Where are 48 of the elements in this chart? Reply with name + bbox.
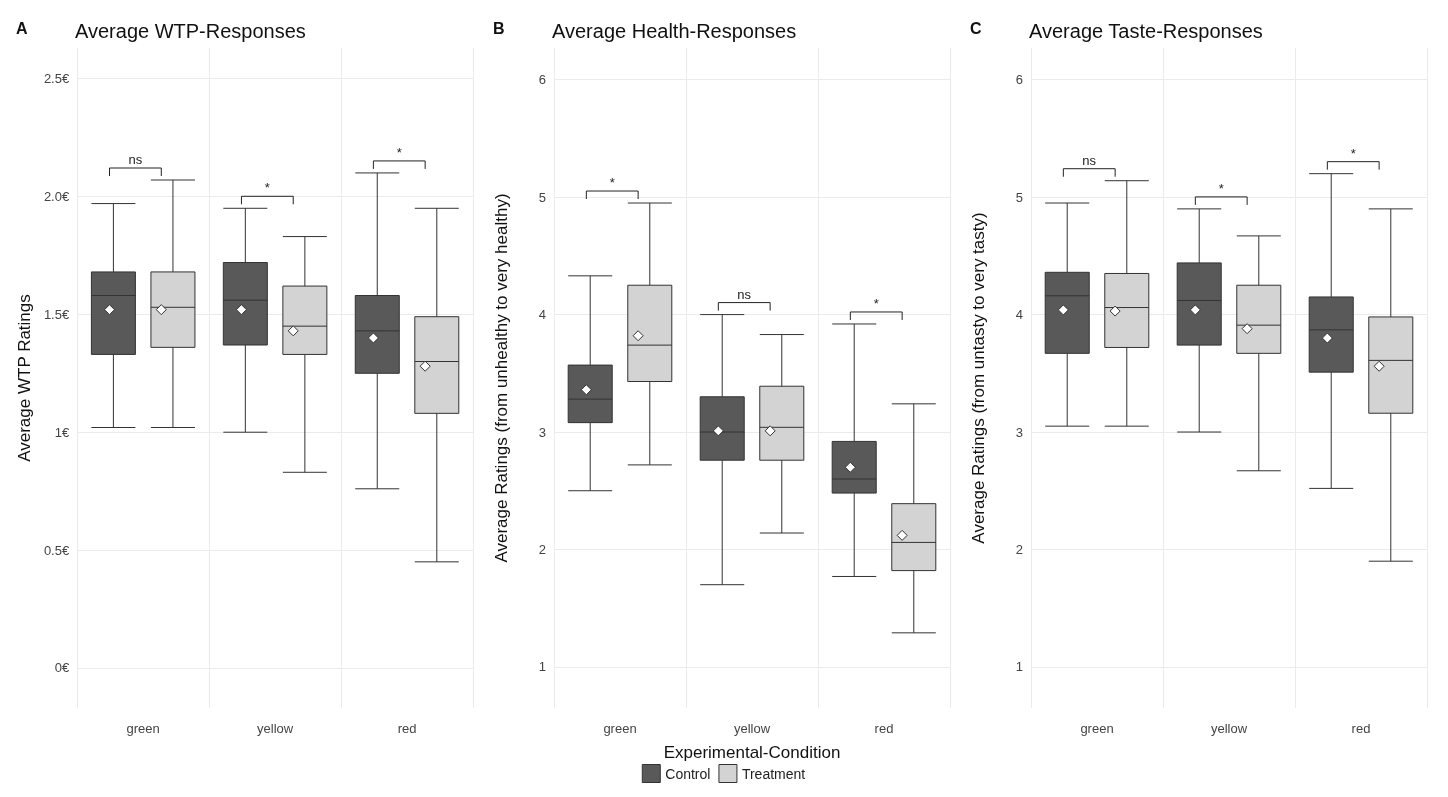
y-tick-label: 2 xyxy=(538,541,546,557)
y-axis-title: Average Ratings (from unhealthy to very healthy) xyxy=(492,193,511,563)
annotation: * xyxy=(264,180,270,196)
chart-title: Average Taste-Responses xyxy=(1029,20,1263,42)
text: C xyxy=(970,19,982,37)
y-tick-label: 5 xyxy=(1015,189,1023,205)
chart-title: Average Health-Responses xyxy=(552,20,797,42)
y-tick-label: 6 xyxy=(1015,72,1023,88)
annotation: * xyxy=(1218,180,1224,196)
y-tick-label: 3 xyxy=(538,424,546,440)
y-tick-label: 0.5€ xyxy=(43,542,70,558)
y-tick-label: 1 xyxy=(538,659,546,675)
y-tick-label: 6 xyxy=(538,72,546,88)
y-tick-label: 3 xyxy=(1015,424,1023,440)
x-tick-label: yellow xyxy=(257,721,294,736)
x-tick-label: green xyxy=(126,721,160,736)
x-tick-label: red xyxy=(397,721,417,736)
text: B xyxy=(493,19,505,37)
x-tick-label: yellow xyxy=(1210,721,1248,736)
annotation: ns xyxy=(128,152,143,167)
y-tick-label: 4 xyxy=(1015,307,1023,323)
y-tick-label: 1 xyxy=(1015,659,1023,675)
y-tick-label: 5 xyxy=(538,189,546,205)
annotation: * xyxy=(873,295,879,311)
x-tick-label: green xyxy=(1080,721,1114,736)
y-tick-label: 1.5€ xyxy=(43,306,70,322)
y-tick-label: 1€ xyxy=(54,424,70,440)
x-tick-label: red xyxy=(874,721,894,736)
y-tick-label: 2.0€ xyxy=(43,189,70,204)
y-tick-label: 0€ xyxy=(54,660,70,676)
text: A xyxy=(16,19,28,37)
y-tick-label: 2 xyxy=(1015,541,1023,557)
annotation: * xyxy=(396,144,402,160)
x-tick-label: red xyxy=(1351,721,1371,736)
legend-label: Control xyxy=(665,765,711,782)
y-axis-title: Average Ratings (from untasty to very tasty) xyxy=(969,212,988,544)
annotation: * xyxy=(1350,145,1356,161)
annotation: * xyxy=(609,175,615,191)
x-axis-title: Experimental-Condition xyxy=(663,743,841,762)
x-tick-label: green xyxy=(603,721,637,736)
y-tick-label: 4 xyxy=(538,307,546,323)
x-tick-label: yellow xyxy=(733,721,771,736)
y-axis-title: Average WTP Ratings xyxy=(15,294,34,462)
legend-label: Treatment xyxy=(741,765,806,782)
y-tick-label: 2.5€ xyxy=(43,71,70,87)
annotation: ns xyxy=(1082,152,1097,168)
annotation: ns xyxy=(737,286,752,302)
chart-title: Average WTP-Responses xyxy=(75,20,306,42)
